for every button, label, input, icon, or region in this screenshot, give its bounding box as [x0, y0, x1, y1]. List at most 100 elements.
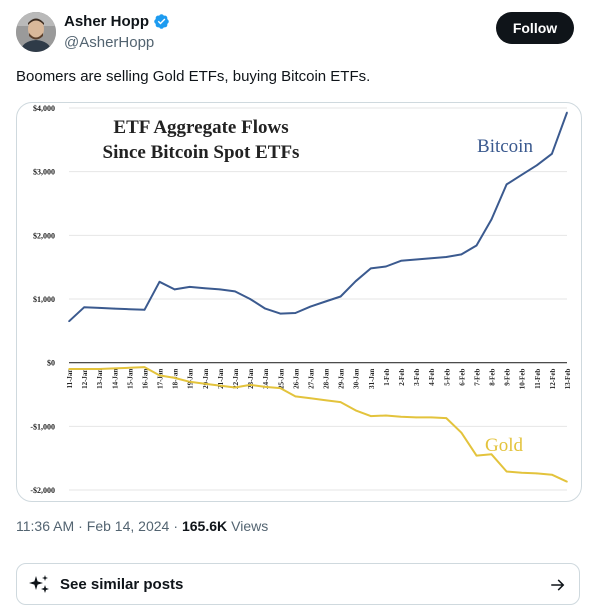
- y-tick-label: $4,000: [33, 104, 55, 113]
- bitcoin-data-point: [339, 295, 342, 298]
- chart-points: [68, 111, 568, 483]
- bitcoin-data-point: [475, 244, 478, 247]
- x-tick-label: 30-Jan: [353, 369, 361, 389]
- x-tick-label: 17-Jan: [157, 369, 165, 389]
- gold-data-point: [551, 473, 553, 476]
- gold-data-point: [173, 377, 176, 379]
- bitcoin-data-point: [430, 257, 432, 260]
- bitcoin-series-line: [68, 112, 568, 323]
- bitcoin-data-point: [324, 300, 327, 303]
- gold-data-point: [279, 387, 282, 389]
- bitcoin-data-point: [83, 306, 85, 309]
- gold-data-point: [490, 453, 493, 456]
- bitcoin-data-point: [128, 308, 131, 310]
- bitcoin-data-point: [249, 298, 251, 300]
- y-tick-label: -$1,000: [30, 422, 55, 431]
- bitcoin-data-point: [188, 286, 191, 288]
- verified-badge-icon: [154, 14, 169, 29]
- x-tick-label: 9-Feb: [504, 369, 512, 386]
- x-tick-label: 3-Feb: [413, 369, 421, 386]
- gold-data-point: [445, 417, 448, 419]
- gold-data-point: [294, 395, 297, 398]
- x-tick-label: 20-Jan: [202, 369, 210, 389]
- gold-data-point: [219, 384, 221, 387]
- tweet-date[interactable]: Feb 14, 2024: [86, 518, 170, 534]
- gold-series-line: [69, 366, 568, 483]
- meta-separator: ·: [173, 518, 178, 534]
- arrow-right-icon: [551, 579, 565, 591]
- gold-data-point: [188, 380, 191, 383]
- bitcoin-data-point: [294, 312, 297, 314]
- gold-data-point: [234, 386, 236, 389]
- bitcoin-data-point: [460, 253, 463, 256]
- bitcoin-data-point: [505, 183, 508, 186]
- bitcoin-data-point: [400, 260, 402, 262]
- author-name[interactable]: Asher Hopp: [64, 13, 150, 30]
- sparkle-icon: [29, 575, 49, 593]
- x-tick-label: 8-Feb: [489, 369, 497, 386]
- tweet-time[interactable]: 11:36 AM: [16, 518, 75, 534]
- gold-data-point: [400, 415, 402, 418]
- tweet-text: Boomers are selling Gold ETFs, buying Bi…: [16, 68, 371, 85]
- bitcoin-data-point: [415, 258, 417, 261]
- x-tick-label: 25-Jan: [277, 369, 285, 389]
- gold-data-point: [370, 415, 372, 417]
- y-tick-label: $3,000: [33, 168, 55, 177]
- follow-button[interactable]: Follow: [496, 12, 574, 44]
- chart-image[interactable]: $4,000 $3,000 $2,000 $1,000 $0 -$1,000 -$2,000…: [16, 102, 582, 502]
- x-tick-label: 27-Jan: [307, 369, 315, 389]
- views-label: Views: [231, 518, 269, 534]
- x-tick-label: 6-Feb: [458, 369, 466, 386]
- bitcoin-series-label: Bitcoin: [477, 136, 533, 157]
- x-tick-label: 24-Jan: [262, 369, 270, 389]
- bitcoin-data-point: [279, 312, 282, 315]
- gold-series-label: Gold: [485, 435, 524, 456]
- y-tick-label: $1,000: [33, 295, 55, 304]
- chart-title-line2: Since Bitcoin Spot ETFs: [103, 142, 300, 163]
- bitcoin-data-point: [566, 111, 568, 114]
- bitcoin-data-point: [354, 280, 357, 282]
- bitcoin-data-point: [98, 307, 100, 309]
- see-similar-posts-button[interactable]: See similar posts: [16, 563, 580, 605]
- bitcoin-data-point: [490, 218, 493, 221]
- gold-data-point: [460, 431, 463, 434]
- bitcoin-data-point: [158, 281, 161, 283]
- bitcoin-data-point: [264, 307, 266, 310]
- bitcoin-data-point: [113, 307, 116, 310]
- bitcoin-data-point: [68, 320, 70, 323]
- x-tick-label: 29-Jan: [338, 369, 346, 389]
- gold-data-point: [158, 374, 161, 377]
- gold-data-point: [83, 368, 85, 370]
- x-tick-label: 22-Jan: [232, 369, 240, 389]
- gold-data-point: [309, 397, 312, 400]
- gold-data-point: [385, 414, 387, 417]
- gold-data-point: [354, 409, 357, 412]
- x-tick-label: 16-Jan: [141, 369, 149, 389]
- bitcoin-data-point: [370, 267, 372, 270]
- x-tick-label: 11-Jan: [66, 369, 74, 389]
- y-tick-label: $0: [47, 359, 55, 368]
- x-tick-label: 5-Feb: [443, 369, 451, 386]
- x-tick-label: 2-Feb: [398, 369, 406, 386]
- x-tick-label: 1-Feb: [383, 369, 391, 386]
- x-tick-label: 13-Jan: [96, 369, 104, 389]
- bitcoin-data-point: [536, 164, 538, 167]
- avatar[interactable]: [16, 12, 56, 52]
- gold-data-point: [264, 386, 266, 388]
- x-tick-label: 19-Jan: [187, 369, 195, 389]
- x-tick-label: 26-Jan: [292, 369, 300, 389]
- gold-data-point: [68, 368, 70, 370]
- gold-data-point: [430, 416, 432, 419]
- avatar-image: [16, 12, 56, 52]
- gold-data-point: [249, 384, 251, 386]
- bitcoin-data-point: [234, 290, 236, 293]
- chart-grid: [69, 107, 567, 491]
- gold-data-point: [566, 480, 568, 483]
- tweet-meta: 11:36 AM · Feb 14, 2024 · 165.6K Views: [16, 518, 268, 534]
- author-handle[interactable]: @AsherHopp: [64, 34, 155, 51]
- x-tick-label: 31-Jan: [368, 369, 376, 389]
- gold-data-point: [415, 416, 417, 419]
- gold-data-point: [113, 367, 116, 370]
- gold-data-point: [505, 470, 508, 473]
- etf-flows-chart: $4,000 $3,000 $2,000 $1,000 $0 -$1,000 -$2,000…: [30, 104, 572, 495]
